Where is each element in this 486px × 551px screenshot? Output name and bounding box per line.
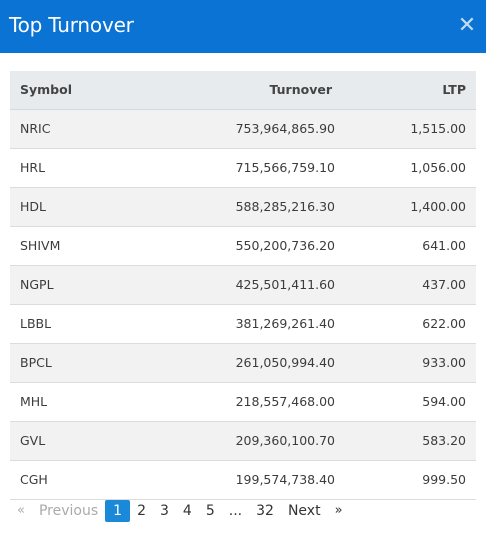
cell-turnover: 381,269,261.40 xyxy=(190,304,335,344)
pagination: « Previous 1 2 3 4 5 ... 32 Next » xyxy=(10,499,350,523)
cell-ltp: 437.00 xyxy=(335,265,476,305)
cell-ltp: 1,515.00 xyxy=(335,109,476,149)
cell-ltp: 933.00 xyxy=(335,343,476,383)
page-button-last[interactable]: 32 xyxy=(256,503,274,519)
cell-symbol: NRIC xyxy=(10,109,190,149)
table-row[interactable]: HRL 715,566,759.10 1,056.00 xyxy=(10,148,476,188)
page-button-4[interactable]: 4 xyxy=(182,503,192,519)
column-header-ltp[interactable]: LTP xyxy=(335,71,476,110)
cell-symbol: CGH xyxy=(10,460,190,500)
close-icon[interactable]: ✕ xyxy=(457,13,477,38)
cell-ltp: 583.20 xyxy=(335,421,476,461)
turnover-table: Symbol Turnover LTP NRIC 753,964,865.90 … xyxy=(10,71,476,500)
cell-symbol: HRL xyxy=(10,148,190,188)
table-row[interactable]: HDL 588,285,216.30 1,400.00 xyxy=(10,187,476,227)
previous-page-button: Previous xyxy=(38,503,99,519)
first-page-arrow-icon: « xyxy=(17,503,25,518)
cell-turnover: 715,566,759.10 xyxy=(190,148,335,188)
cell-turnover: 425,501,411.60 xyxy=(190,265,335,305)
cell-ltp: 1,056.00 xyxy=(335,148,476,188)
cell-ltp: 622.00 xyxy=(335,304,476,344)
cell-ltp: 594.00 xyxy=(335,382,476,422)
table-row[interactable]: BPCL 261,050,994.40 933.00 xyxy=(10,343,476,383)
cell-turnover: 209,360,100.70 xyxy=(190,421,335,461)
pagination-ellipsis: ... xyxy=(228,503,243,519)
cell-symbol: SHIVM xyxy=(10,226,190,266)
last-page-arrow-icon[interactable]: » xyxy=(334,503,343,518)
cell-symbol: NGPL xyxy=(10,265,190,305)
cell-turnover: 753,964,865.90 xyxy=(190,109,335,149)
table-row[interactable]: LBBL 381,269,261.40 622.00 xyxy=(10,304,476,344)
cell-symbol: MHL xyxy=(10,382,190,422)
page-button-3[interactable]: 3 xyxy=(159,503,169,519)
cell-symbol: LBBL xyxy=(10,304,190,344)
cell-symbol: HDL xyxy=(10,187,190,227)
cell-ltp: 641.00 xyxy=(335,226,476,266)
cell-symbol: GVL xyxy=(10,421,190,461)
column-header-turnover[interactable]: Turnover xyxy=(190,71,335,110)
cell-turnover: 550,200,736.20 xyxy=(190,226,335,266)
page-button-5[interactable]: 5 xyxy=(205,503,215,519)
cell-turnover: 261,050,994.40 xyxy=(190,343,335,383)
table-row[interactable]: SHIVM 550,200,736.20 641.00 xyxy=(10,226,476,266)
cell-ltp: 1,400.00 xyxy=(335,187,476,227)
cell-turnover: 218,557,468.00 xyxy=(190,382,335,422)
table-row[interactable]: NRIC 753,964,865.90 1,515.00 xyxy=(10,109,476,149)
cell-turnover: 588,285,216.30 xyxy=(190,187,335,227)
cell-turnover: 199,574,738.40 xyxy=(190,460,335,500)
table-row[interactable]: MHL 218,557,468.00 594.00 xyxy=(10,382,476,422)
next-page-button[interactable]: Next xyxy=(287,503,321,519)
table-row[interactable]: GVL 209,360,100.70 583.20 xyxy=(10,421,476,461)
page-button-2[interactable]: 2 xyxy=(137,503,146,519)
column-header-symbol[interactable]: Symbol xyxy=(10,71,190,110)
modal-title: Top Turnover xyxy=(9,12,134,37)
page-button-1[interactable]: 1 xyxy=(105,500,131,522)
table-row[interactable]: CGH 199,574,738.40 999.50 xyxy=(10,460,476,500)
cell-symbol: BPCL xyxy=(10,343,190,383)
turnover-table-container: Symbol Turnover LTP NRIC 753,964,865.90 … xyxy=(10,71,476,500)
table-header-row: Symbol Turnover LTP xyxy=(10,71,476,110)
modal-header: Top Turnover ✕ xyxy=(0,0,486,53)
cell-ltp: 999.50 xyxy=(335,460,476,500)
table-row[interactable]: NGPL 425,501,411.60 437.00 xyxy=(10,265,476,305)
